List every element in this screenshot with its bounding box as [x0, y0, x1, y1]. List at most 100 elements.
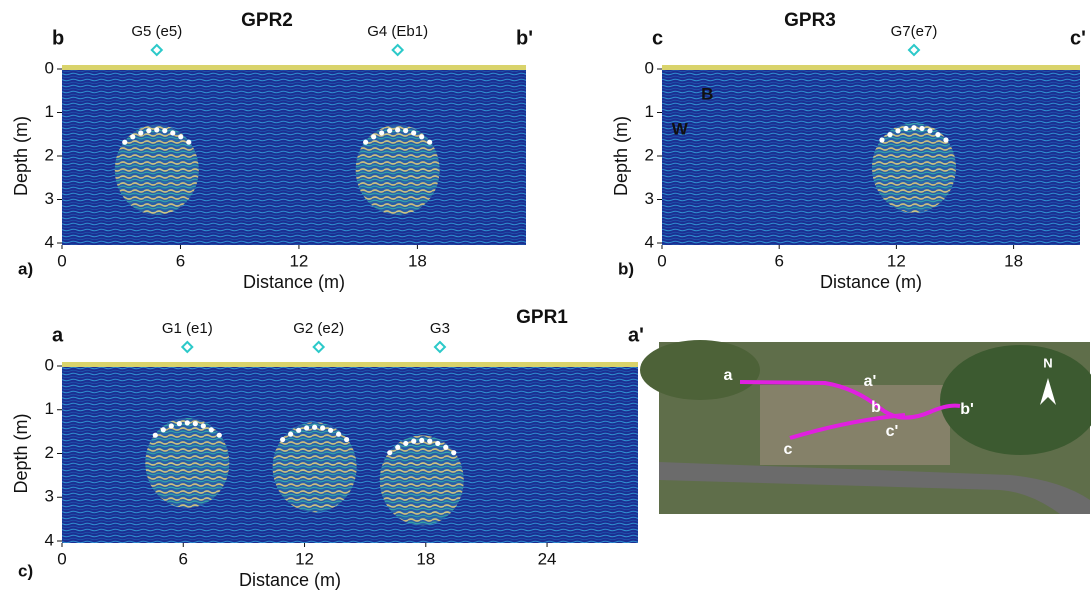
y-tick-label: 4: [45, 530, 54, 549]
hyperbola-dot: [122, 139, 128, 145]
hyperbola-dot: [296, 427, 302, 433]
panel-label: c): [18, 561, 33, 580]
map-label: a': [864, 373, 877, 390]
profile-end: b': [516, 27, 533, 49]
x-tick-label: 12: [289, 251, 308, 270]
x-tick-label: 12: [887, 251, 906, 270]
map-trees: [640, 340, 760, 400]
hyperbola-dot: [168, 423, 174, 429]
reflection-zone: [272, 422, 357, 513]
hyperbola-dot: [443, 444, 449, 450]
marker-label: G4 (Eb1): [367, 23, 428, 40]
y-tick-label: 3: [45, 487, 54, 506]
panel-title: GPR1: [516, 307, 568, 328]
hyperbola-dot: [146, 128, 152, 134]
y-tick-label: 3: [645, 189, 654, 208]
x-axis-title: Distance (m): [239, 570, 341, 590]
hyperbola-dot: [387, 128, 393, 134]
hyperbola-dot: [419, 134, 425, 140]
hyperbola-dot: [160, 427, 166, 433]
profile-end: a': [628, 324, 644, 346]
hyperbola-dot: [176, 421, 182, 427]
hyperbola-dot: [184, 420, 190, 426]
hyperbola-apex: [879, 125, 949, 143]
panel-label: b): [618, 259, 634, 278]
x-tick-label: 6: [176, 251, 185, 270]
x-tick-label: 0: [657, 251, 666, 270]
hyperbola-apex: [387, 437, 457, 456]
map-label: c': [886, 423, 899, 440]
marker-diamond: [391, 43, 405, 57]
radargram-image: [662, 65, 1080, 245]
x-tick-label: 18: [416, 549, 435, 568]
north-label: N: [1043, 355, 1052, 370]
north-arrow: [1040, 378, 1056, 405]
hyperbola-apex: [280, 424, 350, 443]
y-tick-label: 0: [645, 58, 654, 77]
surface-reflection: [62, 362, 638, 367]
marker-label: G7(e7): [891, 23, 938, 40]
map-label: b': [960, 401, 974, 418]
profile-end: c': [1070, 27, 1086, 49]
reflection-zone: [145, 417, 230, 508]
y-tick-label: 3: [45, 189, 54, 208]
y-tick-label: 2: [45, 145, 54, 164]
map-trees: [940, 345, 1091, 455]
hyperbola-dot: [363, 139, 369, 145]
hyperbola-dot: [152, 432, 158, 438]
hyperbola-dot: [130, 134, 136, 140]
x-axis-title: Distance (m): [243, 272, 345, 292]
hyperbola-dot: [935, 132, 941, 138]
x-tick-label: 12: [295, 549, 314, 568]
hyperbola-dot: [178, 134, 184, 140]
x-tick-label: 6: [179, 549, 188, 568]
annotation: B: [701, 85, 713, 104]
marker-label: G3: [430, 320, 450, 337]
hyperbola-dot: [887, 132, 893, 138]
map-road: [659, 462, 1090, 514]
reflection-zone: [379, 435, 464, 526]
y-tick-label: 1: [45, 102, 54, 121]
y-tick-label: 0: [45, 355, 54, 374]
surface-reflection: [62, 65, 526, 70]
hyperbola-dot: [911, 125, 917, 131]
hyperbola-dot: [411, 438, 417, 444]
hyperbola-dot: [208, 427, 214, 433]
marker-label: G5 (e5): [131, 23, 182, 40]
hyperbola-dot: [927, 128, 933, 134]
hyperbola-dot: [186, 139, 192, 145]
map-label: a: [724, 367, 733, 384]
y-axis-title: Depth (m): [611, 116, 631, 196]
marker-diamond: [312, 340, 326, 354]
hyperbola-dot: [216, 432, 222, 438]
annotation: W: [672, 119, 689, 138]
hyperbola-dot: [344, 436, 350, 443]
hyperbola-dot: [170, 130, 176, 136]
marker-diamond: [180, 340, 194, 354]
hyperbola-dot: [371, 134, 377, 140]
hyperbola-dot: [879, 137, 885, 143]
hyperbola-dot: [336, 431, 342, 437]
x-tick-label: 6: [774, 251, 783, 270]
hyperbola-dot: [304, 425, 310, 431]
reflection-zone: [355, 124, 440, 215]
marker-label: G2 (e2): [293, 320, 344, 337]
x-axis-title: Distance (m): [820, 272, 922, 292]
hyperbola-dot: [419, 437, 425, 443]
marker-label: G1 (e1): [162, 320, 213, 337]
x-tick-label: 18: [408, 251, 427, 270]
y-axis-title: Depth (m): [11, 413, 31, 493]
x-tick-label: 18: [1004, 251, 1023, 270]
hyperbola-dot: [895, 128, 901, 134]
hyperbola-dot: [427, 139, 433, 145]
y-tick-label: 4: [45, 232, 54, 251]
hyperbola-dot: [435, 440, 441, 447]
profile-line: [789, 413, 906, 440]
reflection-zone: [871, 122, 956, 213]
hyperbola-dot: [328, 427, 334, 433]
hyperbola-dot: [943, 137, 949, 143]
